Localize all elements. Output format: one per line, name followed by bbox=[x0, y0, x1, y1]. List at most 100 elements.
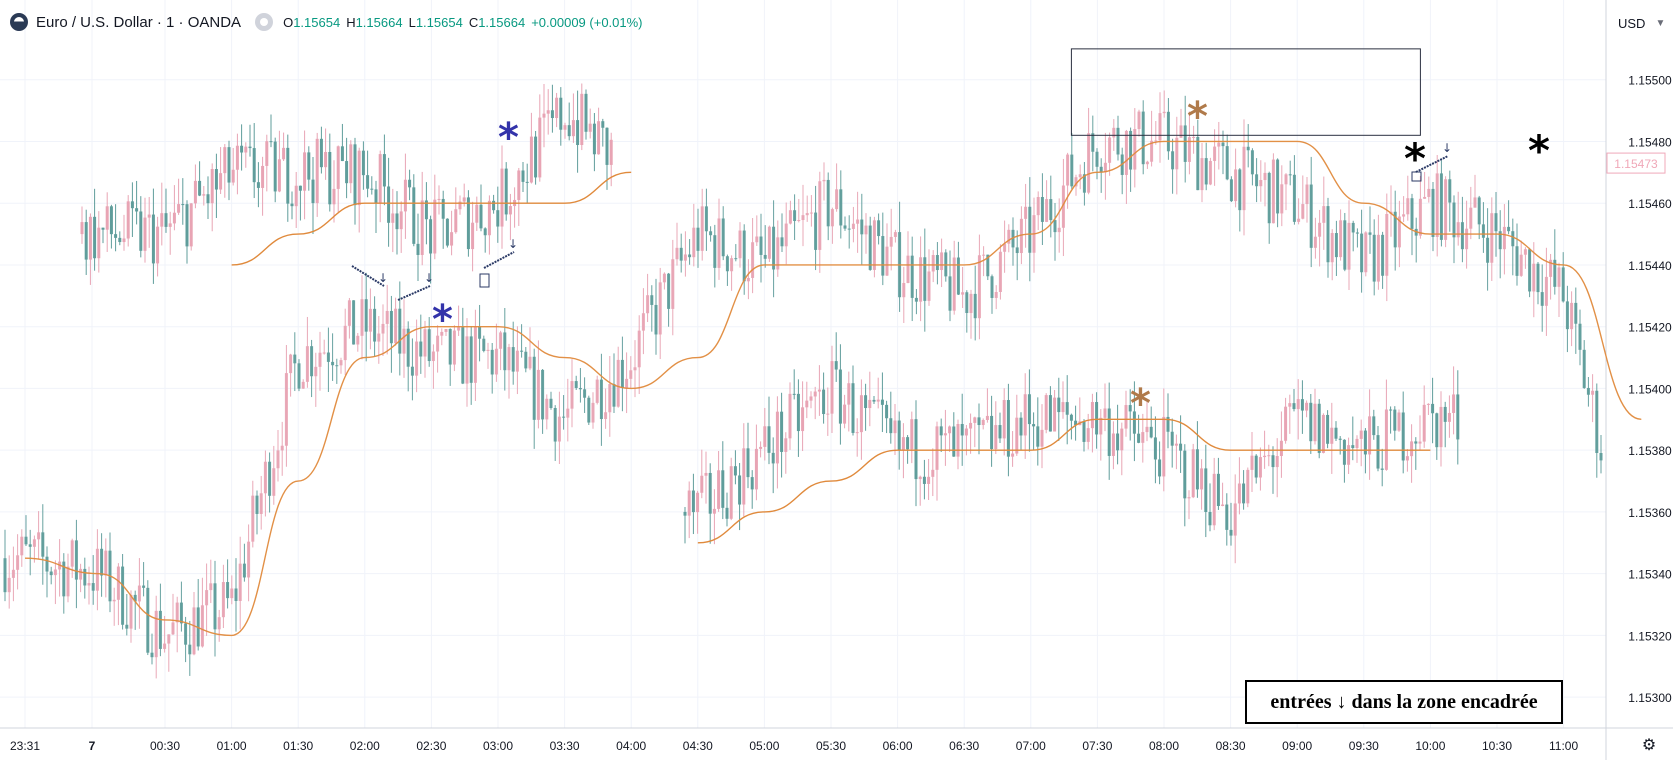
candle-body-0-105 bbox=[444, 328, 448, 332]
candle-body-1-9 bbox=[118, 237, 122, 243]
candle-body-0-70 bbox=[297, 363, 301, 389]
candle-body-1-27 bbox=[193, 180, 197, 204]
candle-body-0-51 bbox=[217, 617, 221, 630]
candle-body-1-67 bbox=[361, 150, 365, 176]
candle-body-0-372 bbox=[1565, 301, 1569, 330]
candle-body-2-32 bbox=[817, 389, 821, 392]
candle-body-0-136 bbox=[574, 381, 578, 388]
candle-body-2-155 bbox=[1334, 427, 1338, 439]
candle-body-2-106 bbox=[1128, 405, 1132, 412]
candle-body-2-111 bbox=[1149, 426, 1153, 438]
candle-body-0-341 bbox=[1435, 173, 1439, 237]
candle-body-0-346 bbox=[1456, 222, 1460, 238]
x-tick-label-11: 05:00 bbox=[749, 739, 779, 753]
candle-body-0-90 bbox=[381, 323, 385, 334]
candle-body-0-223 bbox=[940, 252, 944, 271]
candle-body-0-204 bbox=[860, 219, 864, 235]
candle-body-0-338 bbox=[1423, 196, 1427, 199]
candle-body-2-5 bbox=[704, 472, 708, 476]
candle-body-2-66 bbox=[960, 423, 964, 436]
symbol-title[interactable]: Euro / U.S. Dollar · 1 · OANDA bbox=[36, 13, 242, 31]
candle-body-0-167 bbox=[704, 206, 708, 232]
candle-body-0-30 bbox=[129, 594, 133, 629]
price-badge-label: 1.15473 bbox=[1614, 157, 1658, 171]
candle-body-1-40 bbox=[248, 146, 252, 149]
candle-body-0-133 bbox=[562, 416, 566, 418]
candle-body-0-41 bbox=[175, 602, 179, 623]
candle-body-2-150 bbox=[1313, 403, 1317, 442]
candle-body-1-77 bbox=[403, 179, 407, 212]
candle-body-0-277 bbox=[1166, 111, 1170, 152]
candle-body-2-27 bbox=[796, 393, 800, 432]
candle-body-0-298 bbox=[1255, 174, 1259, 187]
candle-body-1-111 bbox=[546, 110, 550, 114]
entry-line-0 bbox=[351, 265, 385, 287]
candle-body-0-365 bbox=[1536, 263, 1540, 293]
candle-body-2-110 bbox=[1145, 426, 1149, 433]
candle-body-0-108 bbox=[457, 327, 461, 331]
candle-body-0-222 bbox=[935, 255, 939, 271]
candle-body-2-45 bbox=[872, 399, 876, 402]
candle-body-0-123 bbox=[520, 350, 524, 352]
candle-body-1-126 bbox=[609, 139, 613, 165]
candle-body-2-146 bbox=[1296, 399, 1300, 410]
candle-body-0-357 bbox=[1502, 226, 1506, 250]
candle-body-1-112 bbox=[550, 110, 554, 119]
candle-body-0-45 bbox=[192, 607, 196, 655]
y-tick-label-3: 1.15440 bbox=[1628, 259, 1672, 273]
candle-body-2-44 bbox=[868, 399, 872, 409]
candle-body-1-14 bbox=[139, 211, 143, 251]
candle-body-2-107 bbox=[1132, 411, 1136, 434]
candle-body-2-73 bbox=[990, 415, 994, 450]
candle-body-1-25 bbox=[185, 204, 189, 247]
candle-body-0-261 bbox=[1099, 166, 1103, 173]
candle-body-0-315 bbox=[1326, 206, 1330, 263]
x-tick-label-15: 07:00 bbox=[1016, 739, 1046, 753]
candle-body-1-29 bbox=[202, 194, 206, 196]
candle-body-0-332 bbox=[1397, 216, 1401, 248]
candle-body-0-319 bbox=[1343, 220, 1347, 270]
candle-body-1-7 bbox=[109, 206, 113, 235]
settings-gear-icon[interactable]: ⚙ bbox=[1641, 737, 1657, 754]
candle-body-1-122 bbox=[592, 123, 596, 155]
candle-body-0-12 bbox=[53, 569, 57, 576]
candle-body-0-229 bbox=[965, 292, 969, 314]
candle-body-0-380 bbox=[1599, 453, 1603, 461]
y-tick-label-10: 1.15300 bbox=[1628, 691, 1672, 705]
candle-body-2-15 bbox=[746, 448, 750, 478]
candle-body-1-62 bbox=[340, 146, 344, 162]
x-tick-label-3: 01:00 bbox=[217, 739, 247, 753]
candle-body-2-134 bbox=[1246, 469, 1250, 504]
visibility-icon[interactable] bbox=[255, 13, 274, 31]
candle-body-0-155 bbox=[654, 304, 658, 335]
candle-body-2-124 bbox=[1204, 468, 1208, 512]
candle-body-0-8 bbox=[37, 532, 41, 540]
candle-body-0-154 bbox=[650, 295, 654, 305]
currency-selector[interactable]: USD ▼ bbox=[1612, 10, 1670, 36]
candle-body-2-9 bbox=[721, 470, 725, 508]
candle-body-2-40 bbox=[851, 383, 855, 433]
candle-body-2-25 bbox=[788, 393, 792, 439]
candle-body-1-24 bbox=[181, 204, 185, 206]
candle-body-0-117 bbox=[494, 348, 498, 375]
candle-body-1-43 bbox=[261, 165, 265, 188]
candle-body-1-41 bbox=[252, 148, 256, 183]
candle-body-1-91 bbox=[462, 197, 466, 202]
candle-body-1-119 bbox=[580, 93, 584, 146]
candle-body-0-153 bbox=[646, 295, 650, 314]
candle-body-2-52 bbox=[901, 437, 905, 450]
candle-body-2-154 bbox=[1330, 427, 1334, 444]
candle-body-0-322 bbox=[1355, 232, 1359, 234]
candle-body-1-98 bbox=[492, 200, 496, 211]
candle-body-0-299 bbox=[1259, 180, 1263, 187]
candle-body-1-63 bbox=[345, 161, 349, 184]
candle-body-1-46 bbox=[273, 141, 277, 192]
x-tick-label-14: 06:30 bbox=[949, 739, 979, 753]
candle-body-0-255 bbox=[1074, 177, 1078, 187]
candle-body-0-160 bbox=[675, 247, 679, 260]
candle-body-0-72 bbox=[305, 346, 309, 382]
candle-body-0-63 bbox=[268, 461, 272, 496]
entry-arrow-1: ↓ bbox=[424, 271, 434, 285]
candle-body-0-368 bbox=[1549, 259, 1553, 277]
